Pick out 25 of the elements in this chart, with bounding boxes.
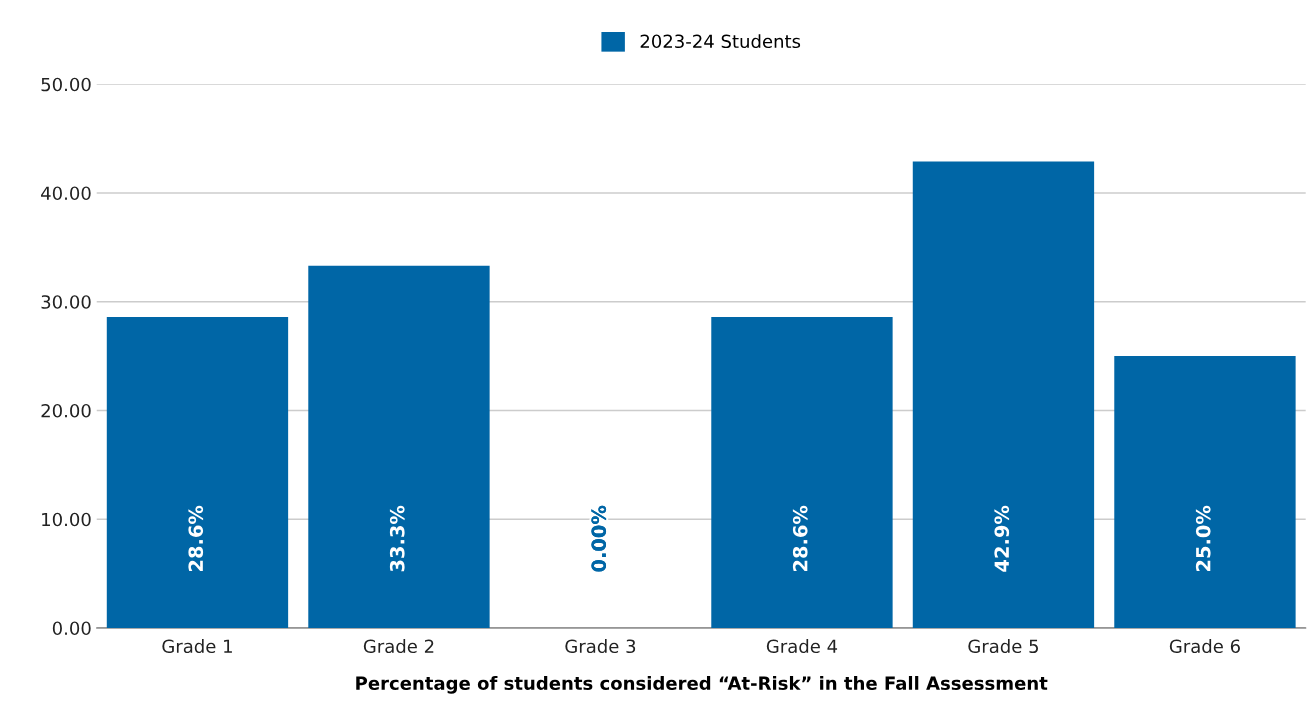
bar [1114,356,1296,628]
data-label: 33.3% [389,505,405,572]
bar [711,316,893,628]
y-tick-label: 0.00 [52,621,91,636]
bar [106,316,289,628]
y-tick-label: 30.00 [41,295,91,309]
x-tick-label: Grade 3 [565,639,636,654]
data-label: 28.6% [792,505,808,571]
data-label: 0.00% [591,505,607,572]
x-axis-title: Percentage of students considered “At-Risk” in the Fall Assessment [356,676,1048,694]
data-label: 28.6% [188,505,204,571]
x-tick-label: Grade 2 [363,639,434,654]
data-label: 25.0% [1195,505,1211,571]
y-tick-label: 20.00 [41,403,91,418]
x-tick-label: Grade 1 [162,639,232,654]
legend-label: 2023-24 Students [640,34,801,49]
y-tick-label: 50.00 [41,77,91,92]
x-tick-label: Grade 5 [968,639,1039,654]
bar [912,161,1095,628]
x-tick-label: Grade 6 [1169,639,1240,654]
y-tick-label: 40.00 [41,186,91,201]
bar [308,265,490,628]
x-tick-label: Grade 4 [766,639,838,654]
y-tick-label: 10.00 [42,512,91,527]
data-label: 42.9% [994,505,1010,572]
